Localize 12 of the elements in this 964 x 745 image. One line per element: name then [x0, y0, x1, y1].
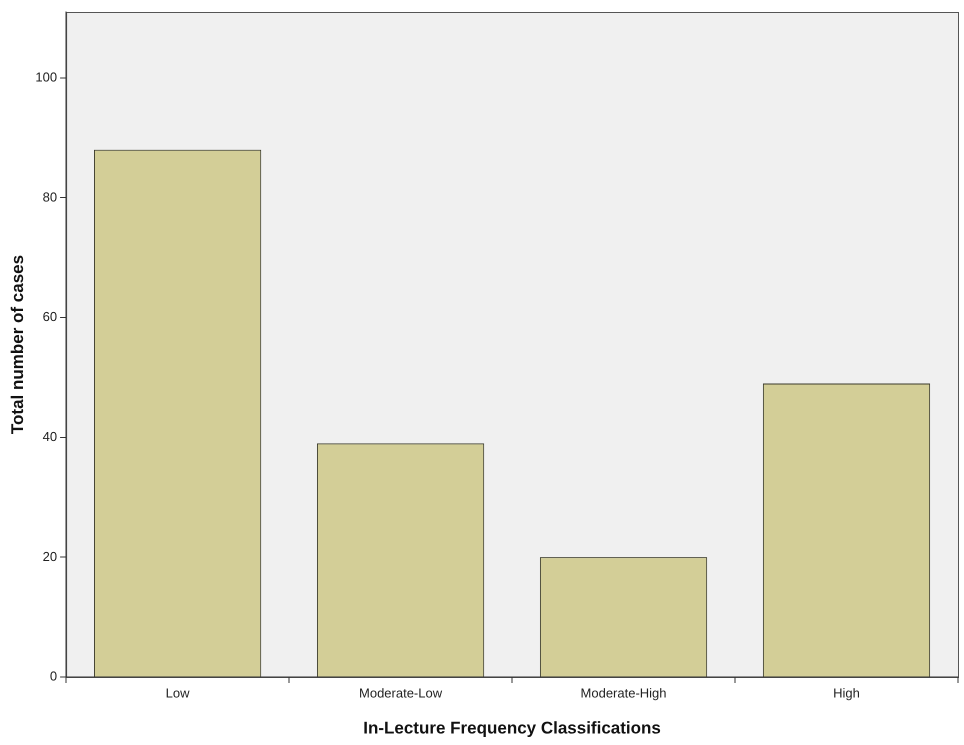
x-axis-title: In-Lecture Frequency Classifications: [363, 718, 661, 738]
x-tick-label: High: [833, 685, 860, 700]
y-tick-label: 0: [50, 668, 58, 684]
y-tick-label: 40: [42, 428, 58, 444]
x-tick-label: Low: [166, 685, 190, 700]
y-tick-label: 100: [35, 69, 58, 84]
x-tick-label: Moderate-High: [580, 685, 667, 700]
y-tick-label: 80: [42, 189, 58, 204]
x-tick-label: Moderate-Low: [359, 685, 443, 700]
y-tick-label: 60: [42, 309, 58, 324]
y-axis-title: Total number of cases: [8, 254, 27, 434]
y-tick-label: 20: [42, 548, 58, 564]
